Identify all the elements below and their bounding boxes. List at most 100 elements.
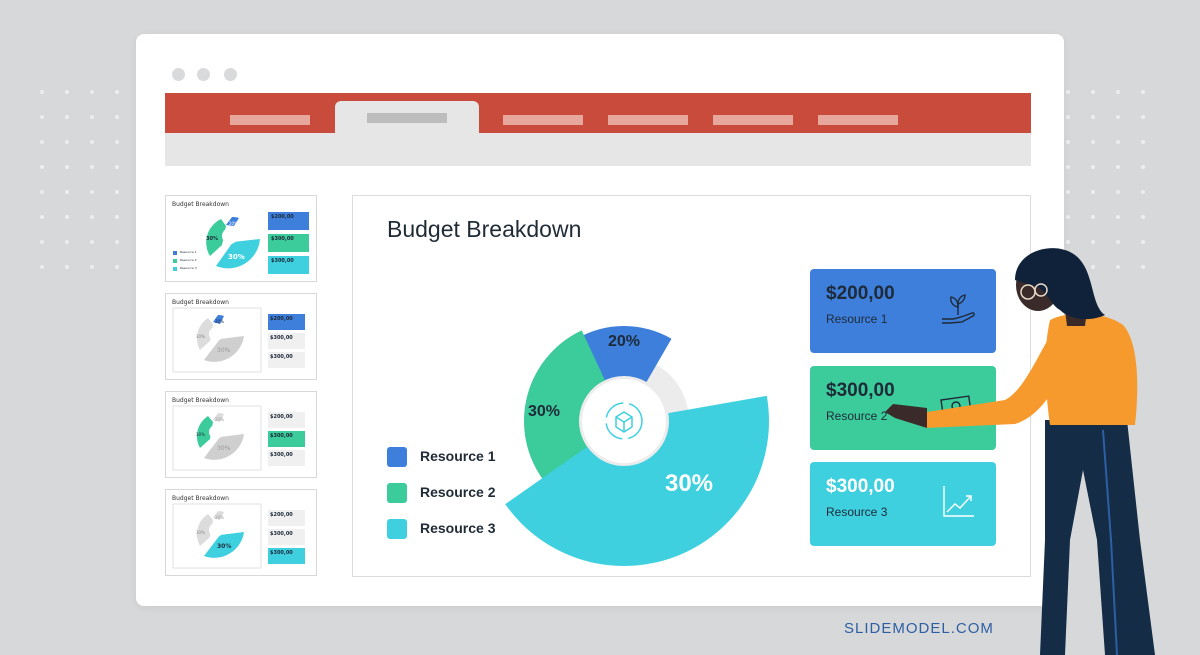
pattern-dot [1091,140,1095,144]
legend-label: Resource 3 [420,520,496,536]
thumb-pct: 30% [196,432,205,437]
thumb-amount: $300,00 [271,236,294,242]
pattern-dot [1091,215,1095,219]
pattern-dot [1066,90,1070,94]
pattern-dot [65,140,69,144]
pattern-dot [1116,140,1120,144]
thumb-amount: $200,00 [270,512,293,518]
slide-thumbnail-1[interactable]: Budget Breakdown $200,00 $300,00 $300,00… [165,195,317,282]
thumb-slice [206,219,226,256]
pattern-dot [65,165,69,169]
pattern-dot [1116,115,1120,119]
resource-card-1[interactable]: $200,00 Resource 1 [810,269,996,353]
pattern-dot [40,115,44,119]
card-amount: $300,00 [826,380,895,401]
pattern-dot [115,215,119,219]
thumb-amount: $300,00 [270,433,293,439]
thumb-amount: $300,00 [271,258,294,264]
thumb-legend: Resource 3 [180,266,197,270]
pattern-dot [1066,115,1070,119]
thumb-amount: $300,00 [270,452,293,458]
app-window: Budget Breakdown $200,00 $300,00 $300,00… [136,34,1064,606]
pattern-dot [115,115,119,119]
box-cycle-icon [605,402,643,440]
slide-thumbnail-4[interactable]: Budget Breakdown $200,00 $300,00 $300,00… [165,489,317,576]
pattern-dot [90,115,94,119]
legend-label: Resource 2 [420,484,496,500]
thumb-pct: 30% [206,236,218,242]
pie-label-3: 30% [665,470,713,497]
pattern-dot [1141,90,1145,94]
main-slide[interactable]: Budget Breakdown 20% 30% 30% Resource 1 Re… [352,195,1031,577]
thumb-pct: 30% [196,530,205,535]
legend-swatch [387,483,407,503]
thumb-amount: $200,00 [270,414,293,420]
pattern-dot [90,140,94,144]
pattern-dot [1091,165,1095,169]
thumb-amount: $200,00 [271,214,294,220]
tab-3[interactable] [503,115,583,133]
chart-growth-icon [943,486,974,517]
thumb-slice [216,239,260,269]
pattern-dot [1066,240,1070,244]
window-dot-3[interactable] [224,68,237,81]
tab-active[interactable] [335,101,479,133]
pattern-dot [1141,265,1145,269]
card-label: Resource 2 [826,409,888,423]
thumb-pct: 30% [217,347,231,354]
pattern-dot [90,265,94,269]
pattern-dot [1116,190,1120,194]
pie-label-1: 20% [608,333,640,350]
thumbnail-title: Budget Breakdown [172,299,229,306]
pattern-dot [65,215,69,219]
pattern-dot [1066,190,1070,194]
card-label: Resource 3 [826,505,888,519]
slide-thumbnail-2[interactable]: Budget Breakdown $200,00 $300,00 $300,00… [165,293,317,380]
pattern-dot [1116,90,1120,94]
pattern-dot [65,90,69,94]
thumb-amount: $200,00 [270,316,293,322]
thumb-pct: 30% [228,253,245,261]
pattern-dot [1116,215,1120,219]
tab-6[interactable] [818,115,898,133]
thumb-pct: 20% [215,319,224,324]
legend-swatch [387,519,407,539]
pattern-dot [1091,190,1095,194]
pie-center [582,379,666,463]
pattern-dot [90,90,94,94]
pattern-dot [115,165,119,169]
pattern-dot [1066,215,1070,219]
slide-thumbnail-3[interactable]: Budget Breakdown $200,00 $300,00 $300,00… [165,391,317,478]
thumb-amount: $300,00 [270,354,293,360]
pattern-dot [65,115,69,119]
thumb-pct: 30% [196,334,205,339]
thumbnail-title: Budget Breakdown [172,495,229,502]
thumb-pct: 20% [215,417,224,422]
pattern-dot [115,90,119,94]
thumb-pct: 30% [217,543,232,550]
thumb-pct: 30% [217,445,231,452]
tab-4[interactable] [608,115,688,133]
pattern-dot [65,240,69,244]
pattern-dot [90,165,94,169]
pie-slice-3 [505,395,769,566]
tab-5[interactable] [713,115,793,133]
window-dot-1[interactable] [172,68,185,81]
pattern-dot [115,265,119,269]
brand-logo-text: SLIDEMODEL.COM [844,620,994,637]
pie-chart: 20% 30% 30% [505,326,769,566]
thumb-amount: $300,00 [270,335,293,341]
pattern-dot [40,240,44,244]
resource-card-3[interactable]: $300,00 Resource 3 [810,462,996,546]
pattern-dot [1141,190,1145,194]
window-dot-2[interactable] [197,68,210,81]
pattern-dot [1116,265,1120,269]
pattern-dot [40,190,44,194]
ribbon-toolbar [165,133,1031,166]
pattern-dot [1141,140,1145,144]
pattern-dot [40,215,44,219]
pattern-dot [115,240,119,244]
pattern-dot [1066,140,1070,144]
card-amount: $300,00 [826,476,895,497]
tab-1[interactable] [230,115,310,133]
